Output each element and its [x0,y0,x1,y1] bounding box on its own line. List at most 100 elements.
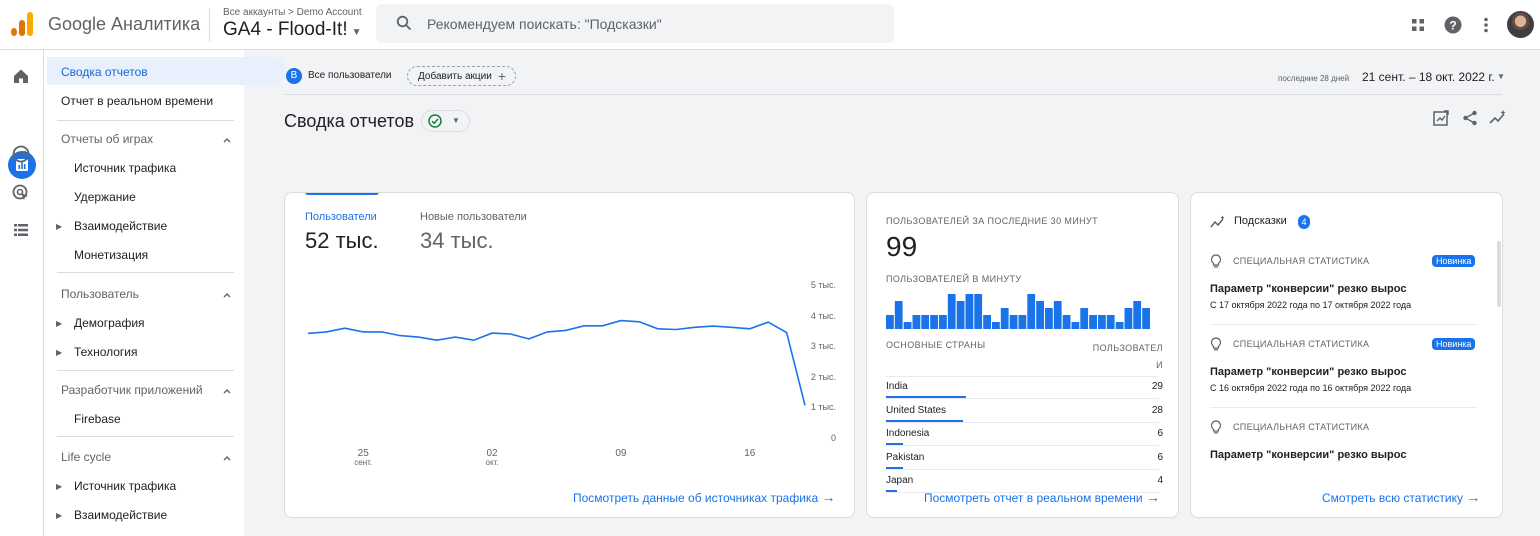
data-point[interactable] [583,325,585,327]
analytics-logo-icon[interactable] [11,12,33,36]
data-point[interactable] [712,325,714,327]
avatar[interactable] [1507,11,1534,38]
help-icon[interactable]: ? [1443,15,1463,35]
data-point[interactable] [491,332,493,334]
chevron-up-icon[interactable] [222,453,232,463]
data-point[interactable] [620,319,622,321]
nav-item-demographics[interactable]: Демография [74,316,145,330]
data-point[interactable] [307,332,309,334]
caret-down-icon[interactable]: ▼ [1497,72,1505,81]
nav-item-lc-engagement[interactable]: Взаимодействие [74,508,168,522]
data-point[interactable] [436,339,438,341]
per-minute-bar[interactable] [956,301,965,329]
nav-item-realtime[interactable]: Отчет в реальном времени [61,94,214,108]
data-point[interactable] [749,328,751,330]
per-minute-bar[interactable] [1124,308,1133,329]
chevron-up-icon[interactable] [222,290,232,300]
users-per-minute-chart[interactable] [886,290,1159,329]
segment-chip[interactable]: Все пользователи [308,70,392,81]
per-minute-bar[interactable] [886,315,894,329]
per-minute-bar[interactable] [1089,315,1097,329]
per-minute-bar[interactable] [1098,315,1106,329]
data-point[interactable] [657,328,659,330]
data-point[interactable] [638,321,640,323]
per-minute-bar[interactable] [1115,322,1124,329]
per-minute-bar[interactable] [894,301,903,329]
per-minute-bar[interactable] [974,294,983,329]
data-point[interactable] [399,334,401,336]
share-icon[interactable] [1461,109,1479,127]
search-bar[interactable]: Рекомендуем поискать: "Подсказки" [376,4,894,43]
search-input[interactable]: Рекомендуем поискать: "Подсказки" [427,16,662,32]
nav-item-reports-snapshot[interactable]: Сводка отчетов [47,57,286,85]
nav-item-tech[interactable]: Технология [74,345,138,359]
data-point[interactable] [472,339,474,341]
data-point[interactable] [785,331,787,333]
per-minute-bar[interactable] [1045,308,1053,329]
per-minute-bar[interactable] [1009,315,1018,329]
nav-item-monetization[interactable]: Монетизация [74,248,149,262]
per-minute-bar[interactable] [983,315,991,329]
data-point[interactable] [565,329,567,331]
data-point[interactable] [730,326,732,328]
per-minute-bar[interactable] [1053,301,1062,329]
data-point[interactable] [380,331,382,333]
per-minute-bar[interactable] [939,315,947,329]
data-point[interactable] [546,331,548,333]
data-point[interactable] [509,333,511,335]
per-minute-bar[interactable] [921,315,930,329]
insight-title[interactable]: Параметр "конверсии" резко вырос [1210,449,1407,461]
nav-item-lc-traffic-source[interactable]: Источник трафика [74,479,177,493]
per-minute-bar[interactable] [947,294,956,329]
apps-grid-icon[interactable] [1408,15,1428,35]
nav-section-user[interactable]: Пользователь [61,287,139,301]
metric-tab-new-users[interactable]: Новые пользователи [420,211,527,223]
add-comparison-button[interactable]: Добавить акции + [407,66,516,86]
data-point[interactable] [344,327,346,329]
property-selector[interactable]: GA4 - Flood-It! ▼ [223,19,362,41]
data-point[interactable] [601,325,603,327]
nav-item-retention[interactable]: Удержание [74,190,136,204]
per-minute-bar[interactable] [992,322,1000,329]
per-minute-bar[interactable] [1142,308,1150,329]
nav-section-games-reports[interactable]: Отчеты об играх [61,132,154,146]
per-minute-bar[interactable] [1062,315,1071,329]
expand-arrow-icon[interactable]: ▶ [56,511,63,520]
expand-arrow-icon[interactable]: ▶ [56,319,63,328]
customize-report-icon[interactable] [1432,109,1450,127]
expand-arrow-icon[interactable]: ▶ [56,482,63,491]
insight-title[interactable]: Параметр "конверсии" резко вырос [1210,366,1407,378]
chevron-up-icon[interactable] [222,135,232,145]
configure-list-icon[interactable] [11,220,31,240]
per-minute-bar[interactable] [1000,308,1009,329]
explore-icon[interactable] [11,144,31,164]
insights-icon[interactable] [1489,109,1507,127]
nav-item-firebase[interactable]: Firebase [74,412,121,426]
chevron-up-icon[interactable] [222,386,232,396]
per-minute-bar[interactable] [1071,322,1080,329]
per-minute-bar[interactable] [1036,301,1044,329]
view-all-insights-link[interactable]: Смотреть всю статистику → [1322,489,1480,505]
account-breadcrumb[interactable]: Все аккаунты > Demo Account [223,7,362,18]
data-point[interactable] [362,331,364,333]
scrollbar[interactable] [1497,241,1501,307]
per-minute-bar[interactable] [1133,301,1142,329]
per-minute-bar[interactable] [965,294,974,329]
view-traffic-source-link[interactable]: Посмотреть данные об источниках трафика … [573,489,835,505]
data-point[interactable] [325,331,327,333]
home-icon[interactable] [11,66,31,86]
more-vert-icon[interactable] [1476,15,1496,35]
per-minute-bar[interactable] [1027,294,1036,329]
data-point[interactable] [693,326,695,328]
users-line-chart[interactable] [285,193,855,518]
metric-tab-users[interactable]: Пользователи [305,211,377,223]
insight-title[interactable]: Параметр "конверсии" резко вырос [1210,283,1407,295]
data-point[interactable] [767,321,769,323]
nav-section-app-developer[interactable]: Разработчик приложений [61,383,203,397]
per-minute-bar[interactable] [912,315,921,329]
date-range-picker[interactable]: 21 сент. – 18 окт. 2022 г. [1362,70,1495,84]
report-status-dropdown[interactable]: ▼ [421,110,470,132]
data-point[interactable] [417,336,419,338]
data-point[interactable] [675,328,677,330]
per-minute-bar[interactable] [1080,308,1089,329]
